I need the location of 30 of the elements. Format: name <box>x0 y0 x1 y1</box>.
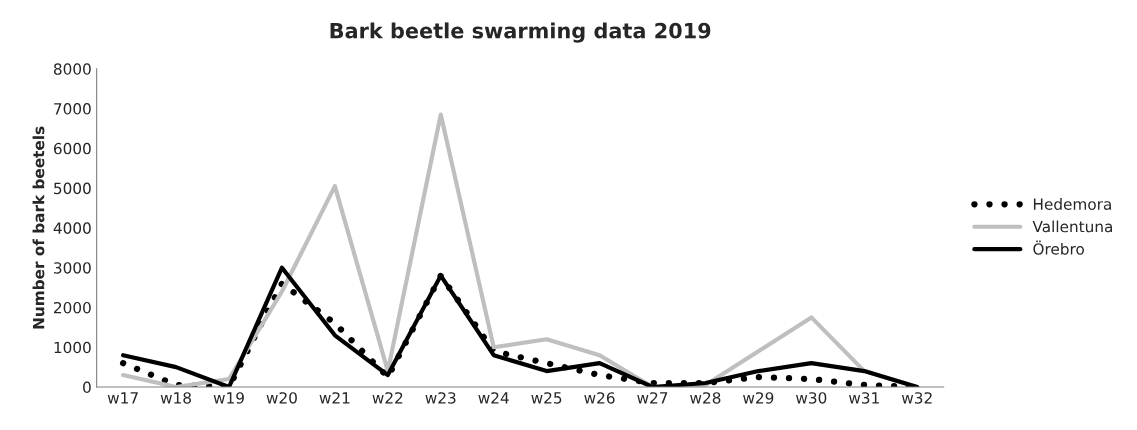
x-tick-label: w31 <box>848 392 879 404</box>
legend-label: Örebro <box>1033 240 1084 255</box>
x-tick-label: w19 <box>213 392 244 404</box>
x-tick-label: w26 <box>584 392 615 404</box>
y-tick-label: 3000 <box>54 262 91 274</box>
legend-label: Vallentuna <box>1032 220 1112 233</box>
y-tick-label: 6000 <box>53 142 91 155</box>
x-tick-label: w30 <box>796 392 827 404</box>
x-tick-label: w20 <box>266 392 297 404</box>
x-tick-label: w25 <box>531 392 562 404</box>
y-axis-title: Number of bark beetels <box>32 126 45 329</box>
x-tick-label: w18 <box>160 392 191 404</box>
y-tick-label: 7000 <box>54 103 91 115</box>
x-tick-label: w32 <box>901 392 932 404</box>
y-tick-label: 0 <box>83 381 91 394</box>
y-tick-label: 2000 <box>54 301 91 314</box>
x-tick-label: w27 <box>637 392 668 404</box>
y-tick-label: 8000 <box>53 63 91 75</box>
x-tick-label: w17 <box>107 392 138 404</box>
y-tick-label: 4000 <box>53 222 91 234</box>
x-tick-label: w29 <box>743 392 774 404</box>
legend-label: Hedemora <box>1033 198 1111 210</box>
y-tick-label: 1000 <box>54 341 91 354</box>
y-tick-label: 5000 <box>54 182 91 195</box>
chart-title: Bark beetle swarming data 2019 <box>330 22 711 43</box>
x-tick-label: w24 <box>478 392 509 404</box>
x-tick-label: w28 <box>690 392 721 404</box>
x-tick-label: w21 <box>319 392 350 404</box>
x-tick-label: w22 <box>372 392 403 404</box>
x-tick-label: w23 <box>425 392 456 404</box>
